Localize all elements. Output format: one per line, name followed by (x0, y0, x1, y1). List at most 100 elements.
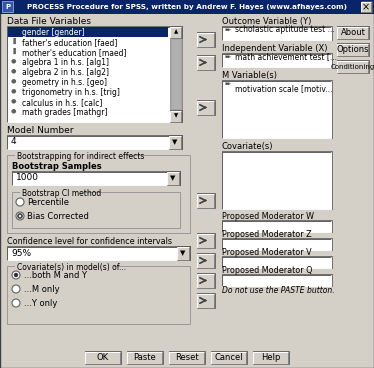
Text: 95%: 95% (11, 248, 31, 258)
Text: ...Y only: ...Y only (24, 299, 57, 308)
Text: ▼: ▼ (180, 250, 186, 256)
Text: ●: ● (11, 68, 16, 73)
Text: Percentile: Percentile (27, 198, 69, 207)
Bar (15, 263, 114, 270)
Text: ✏: ✏ (225, 27, 231, 33)
Text: Model Number: Model Number (7, 126, 74, 135)
Bar (7, 266, 190, 324)
Text: ...M only: ...M only (24, 285, 59, 294)
Circle shape (14, 273, 18, 277)
Bar (197, 273, 215, 288)
Bar (197, 100, 215, 115)
Bar (2, 1, 13, 12)
Circle shape (12, 285, 20, 293)
Text: Do not use the PASTE button.: Do not use the PASTE button. (222, 286, 335, 295)
Text: PROCESS Procedure for SPSS, written by Andrew F. Hayes (www.afhayes.com): PROCESS Procedure for SPSS, written by A… (27, 4, 347, 10)
Text: Proposed Moderator Z: Proposed Moderator Z (222, 230, 312, 239)
Bar (127, 351, 163, 364)
Bar (170, 26, 182, 38)
Text: Confidence level for confidence intervals: Confidence level for confidence interval… (7, 237, 172, 246)
Text: trigonometry in h.s. [trig]: trigonometry in h.s. [trig] (22, 88, 120, 97)
Circle shape (16, 198, 24, 206)
Text: ▼: ▼ (174, 113, 178, 118)
Bar (171, 39, 181, 109)
Bar (20, 189, 83, 196)
Bar (222, 80, 332, 138)
Bar (7, 246, 190, 260)
Text: scholastic aptitude test ...: scholastic aptitude test ... (235, 25, 335, 33)
Bar (7, 26, 182, 122)
Text: Proposed Moderator V: Proposed Moderator V (222, 248, 312, 257)
Text: Data File Variables: Data File Variables (7, 17, 91, 26)
Text: Outcome Variable (Y): Outcome Variable (Y) (222, 17, 312, 26)
Bar (167, 171, 180, 185)
Text: Reset: Reset (175, 353, 199, 362)
Bar (211, 351, 247, 364)
Bar (8, 27, 168, 37)
Bar (197, 253, 215, 268)
Bar (7, 135, 182, 149)
Bar (170, 110, 182, 122)
Bar (222, 238, 332, 250)
Text: Independent Variable (X): Independent Variable (X) (222, 44, 328, 53)
Text: Conditioning: Conditioning (331, 64, 374, 70)
Bar (7, 155, 190, 233)
Text: motivation scale [motiv...: motivation scale [motiv... (235, 84, 332, 93)
Circle shape (16, 212, 24, 220)
Text: calculus in h.s. [calc]: calculus in h.s. [calc] (22, 98, 102, 107)
Text: ●: ● (11, 78, 16, 83)
Bar (197, 293, 215, 308)
Bar (222, 274, 332, 286)
Text: Help: Help (261, 353, 281, 362)
Text: P: P (5, 4, 10, 10)
Bar (222, 151, 332, 209)
Text: ●: ● (11, 108, 16, 113)
Bar (12, 192, 180, 228)
Text: Bias Corrected: Bias Corrected (27, 212, 89, 221)
Bar (197, 55, 215, 70)
Bar (222, 26, 332, 40)
Bar (170, 26, 182, 122)
Text: Cancel: Cancel (215, 353, 243, 362)
Text: Bootstrap Samples: Bootstrap Samples (12, 162, 102, 171)
Text: ▐: ▐ (11, 38, 16, 44)
Text: 4: 4 (11, 138, 16, 146)
Text: math achievement test [...: math achievement test [... (235, 53, 337, 61)
Bar (197, 32, 215, 47)
Text: algebra 2 in h.s. [alg2]: algebra 2 in h.s. [alg2] (22, 68, 109, 77)
Bar (15, 152, 127, 159)
Text: geometry in h.s. [geo]: geometry in h.s. [geo] (22, 78, 107, 87)
Text: ✏: ✏ (225, 54, 231, 60)
Text: Proposed Moderator W: Proposed Moderator W (222, 212, 314, 221)
Bar (337, 26, 369, 39)
Bar (361, 1, 372, 12)
Bar (197, 233, 215, 248)
Bar (197, 193, 215, 208)
Text: math grades [mathgr]: math grades [mathgr] (22, 108, 107, 117)
Bar (222, 256, 332, 268)
Bar (337, 60, 369, 73)
Circle shape (18, 213, 22, 219)
Text: Proposed Moderator Q: Proposed Moderator Q (222, 266, 313, 275)
Bar (12, 171, 180, 185)
Text: ●: ● (11, 98, 16, 103)
Text: ●: ● (11, 88, 16, 93)
Text: ●: ● (11, 58, 16, 63)
Text: ×: × (362, 2, 370, 12)
Text: Covariate(s) in model(s) of...: Covariate(s) in model(s) of... (17, 263, 126, 272)
Text: algebra 1 in h.s. [alg1]: algebra 1 in h.s. [alg1] (22, 58, 109, 67)
Circle shape (12, 271, 20, 279)
Bar (222, 220, 332, 232)
Text: ▐: ▐ (11, 48, 16, 54)
Text: Covariate(s): Covariate(s) (222, 142, 273, 151)
Text: Paste: Paste (134, 353, 156, 362)
Bar (177, 246, 190, 260)
Bar (169, 351, 205, 364)
Bar (222, 53, 332, 67)
Text: ▼: ▼ (172, 139, 178, 145)
Bar (85, 351, 121, 364)
Text: ...both M and Y: ...both M and Y (24, 271, 87, 280)
Bar (337, 43, 369, 56)
Text: Options: Options (337, 45, 369, 54)
Circle shape (19, 215, 21, 217)
